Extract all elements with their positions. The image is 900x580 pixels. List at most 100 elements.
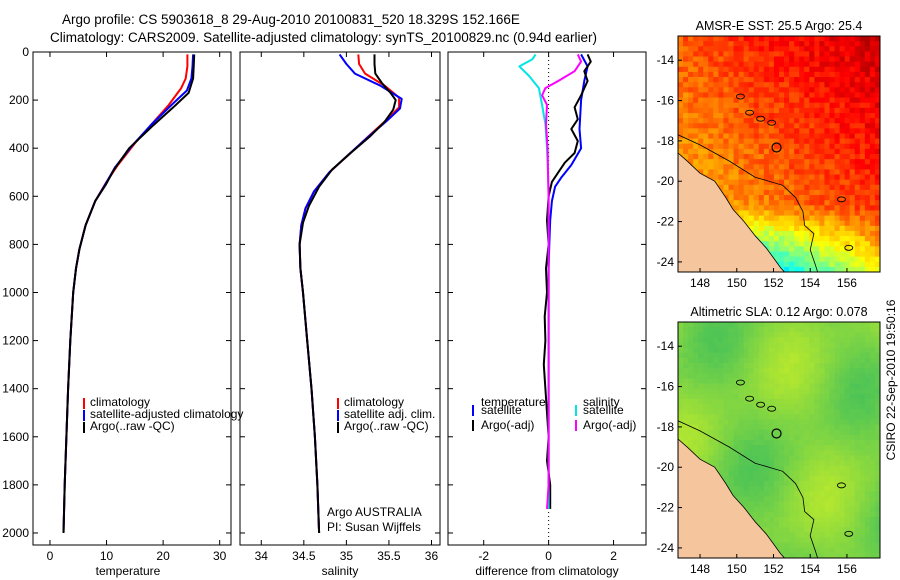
map-cell bbox=[794, 363, 800, 369]
map-y-tick-label: -22 bbox=[657, 501, 675, 515]
map-cell bbox=[768, 82, 775, 88]
map-cell bbox=[753, 363, 760, 369]
shelf-contour bbox=[678, 134, 818, 272]
map-cell bbox=[773, 455, 780, 461]
map-cell bbox=[708, 455, 714, 461]
map-cell bbox=[768, 368, 775, 374]
map-cell bbox=[839, 210, 846, 216]
map-cell bbox=[768, 184, 775, 191]
map-cell bbox=[768, 77, 775, 83]
map-cell bbox=[738, 327, 745, 333]
map-cell bbox=[718, 174, 724, 181]
map-cell bbox=[738, 496, 745, 502]
map-cell bbox=[839, 357, 846, 364]
map-cell bbox=[809, 470, 815, 477]
map-cell bbox=[819, 77, 825, 83]
map-cell bbox=[784, 56, 790, 63]
map-cell bbox=[844, 347, 851, 354]
map-cell bbox=[688, 138, 694, 145]
map-cell bbox=[854, 138, 861, 145]
map-cell bbox=[809, 154, 815, 160]
map-cell bbox=[763, 450, 770, 456]
map-cell bbox=[829, 337, 835, 343]
map-cell bbox=[748, 215, 755, 222]
map-cell bbox=[824, 516, 830, 523]
map-cell bbox=[809, 61, 815, 68]
map-cell bbox=[784, 184, 790, 191]
map-cell bbox=[819, 164, 825, 170]
map-cell bbox=[859, 92, 866, 98]
map-cell bbox=[864, 383, 871, 390]
map-cell bbox=[849, 496, 856, 502]
map-cell bbox=[804, 393, 810, 400]
map-cell bbox=[789, 179, 795, 186]
map-cell bbox=[753, 501, 760, 508]
map-cell bbox=[824, 236, 830, 242]
map-cell bbox=[688, 97, 694, 104]
map-cell bbox=[844, 220, 851, 227]
map-cell bbox=[814, 241, 820, 247]
map-cell bbox=[849, 220, 856, 227]
map-cell bbox=[683, 128, 689, 134]
map-cell bbox=[683, 112, 689, 119]
map-cell bbox=[763, 138, 770, 145]
map-cell bbox=[829, 41, 835, 47]
map-cell bbox=[804, 470, 810, 477]
map-cell bbox=[874, 128, 880, 134]
map-cell bbox=[768, 342, 775, 349]
map-cell bbox=[688, 118, 694, 124]
map-cell bbox=[859, 373, 866, 379]
map-cell bbox=[733, 393, 739, 400]
map-cell bbox=[864, 337, 871, 343]
map-cell bbox=[678, 112, 684, 119]
map-cell bbox=[743, 465, 750, 472]
map-cell bbox=[733, 373, 739, 379]
map-cell bbox=[824, 118, 830, 124]
map-cell bbox=[789, 169, 795, 175]
map-x-tick-label: 152 bbox=[763, 562, 783, 576]
map-cell bbox=[804, 154, 810, 160]
map-cell bbox=[809, 327, 815, 333]
map-cell bbox=[768, 496, 775, 502]
map-cell bbox=[708, 51, 714, 57]
map-cell bbox=[683, 138, 689, 145]
map-cell bbox=[824, 143, 830, 150]
map-cell bbox=[748, 210, 755, 216]
map-cell bbox=[809, 455, 815, 461]
map-cell bbox=[839, 77, 846, 83]
map-cell bbox=[859, 547, 866, 554]
map-cell bbox=[839, 220, 846, 227]
map-cell bbox=[763, 460, 770, 467]
map-cell bbox=[698, 66, 704, 73]
map-cell bbox=[839, 440, 846, 446]
map-cell bbox=[688, 383, 694, 390]
map-cell bbox=[819, 215, 825, 222]
map-cell bbox=[758, 347, 765, 354]
map-cell bbox=[809, 92, 815, 98]
map-cell bbox=[683, 71, 689, 78]
map-cell bbox=[763, 51, 770, 57]
map-cell bbox=[773, 195, 780, 201]
map-cell bbox=[723, 138, 729, 145]
map-cell bbox=[758, 77, 765, 83]
map-cell bbox=[698, 322, 704, 328]
map-cell bbox=[763, 184, 770, 191]
map-cell bbox=[738, 179, 745, 186]
map-cell bbox=[809, 532, 815, 538]
map-cell bbox=[738, 164, 745, 170]
map-cell bbox=[824, 388, 830, 395]
map-cell bbox=[698, 424, 704, 431]
map-cell bbox=[688, 337, 694, 343]
map-cell bbox=[824, 225, 830, 232]
map-cell bbox=[728, 419, 734, 426]
map-cell bbox=[869, 455, 876, 461]
map-cell bbox=[763, 118, 770, 124]
map-cell bbox=[849, 251, 856, 258]
map-cell bbox=[693, 429, 699, 436]
map-cell bbox=[703, 414, 709, 420]
map-cell bbox=[784, 71, 790, 78]
map-cell bbox=[773, 46, 780, 52]
map-cell bbox=[743, 112, 750, 119]
map-cell bbox=[693, 77, 699, 83]
map-cell bbox=[683, 352, 689, 359]
